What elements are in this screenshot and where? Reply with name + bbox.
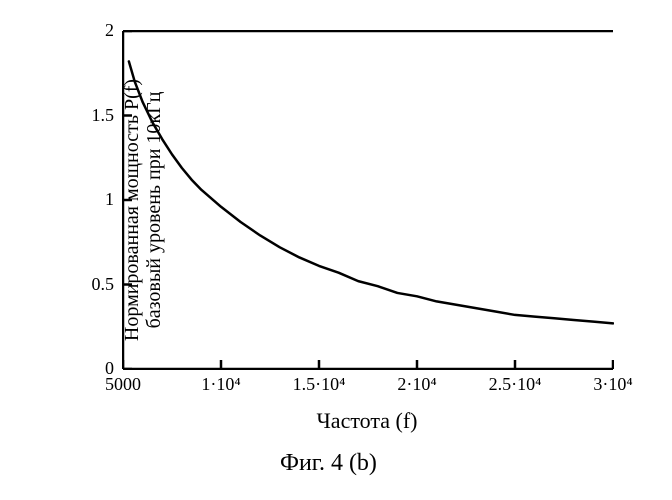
x-tick-label: 1.5·10⁴ xyxy=(293,374,346,395)
x-tick-label: 2.5·10⁴ xyxy=(489,374,542,395)
figure-caption: Фиг. 4 (b) xyxy=(280,450,377,477)
figure-container: Нормированная мощность P(f) базовый уров… xyxy=(0,0,672,500)
x-axis-label: Частота (f) xyxy=(317,408,418,434)
x-tick-label: 5000 xyxy=(105,374,141,395)
y-tick-label: 2 xyxy=(78,20,114,41)
y-tick-label: 0.5 xyxy=(78,274,114,295)
y-tick-label: 1.5 xyxy=(78,105,114,126)
x-tick-label: 2·10⁴ xyxy=(397,374,436,395)
x-tick-label: 1·10⁴ xyxy=(201,374,240,395)
x-tick-label: 3·10⁴ xyxy=(593,374,632,395)
y-tick-label: 1 xyxy=(78,189,114,210)
chart-svg xyxy=(122,30,614,370)
